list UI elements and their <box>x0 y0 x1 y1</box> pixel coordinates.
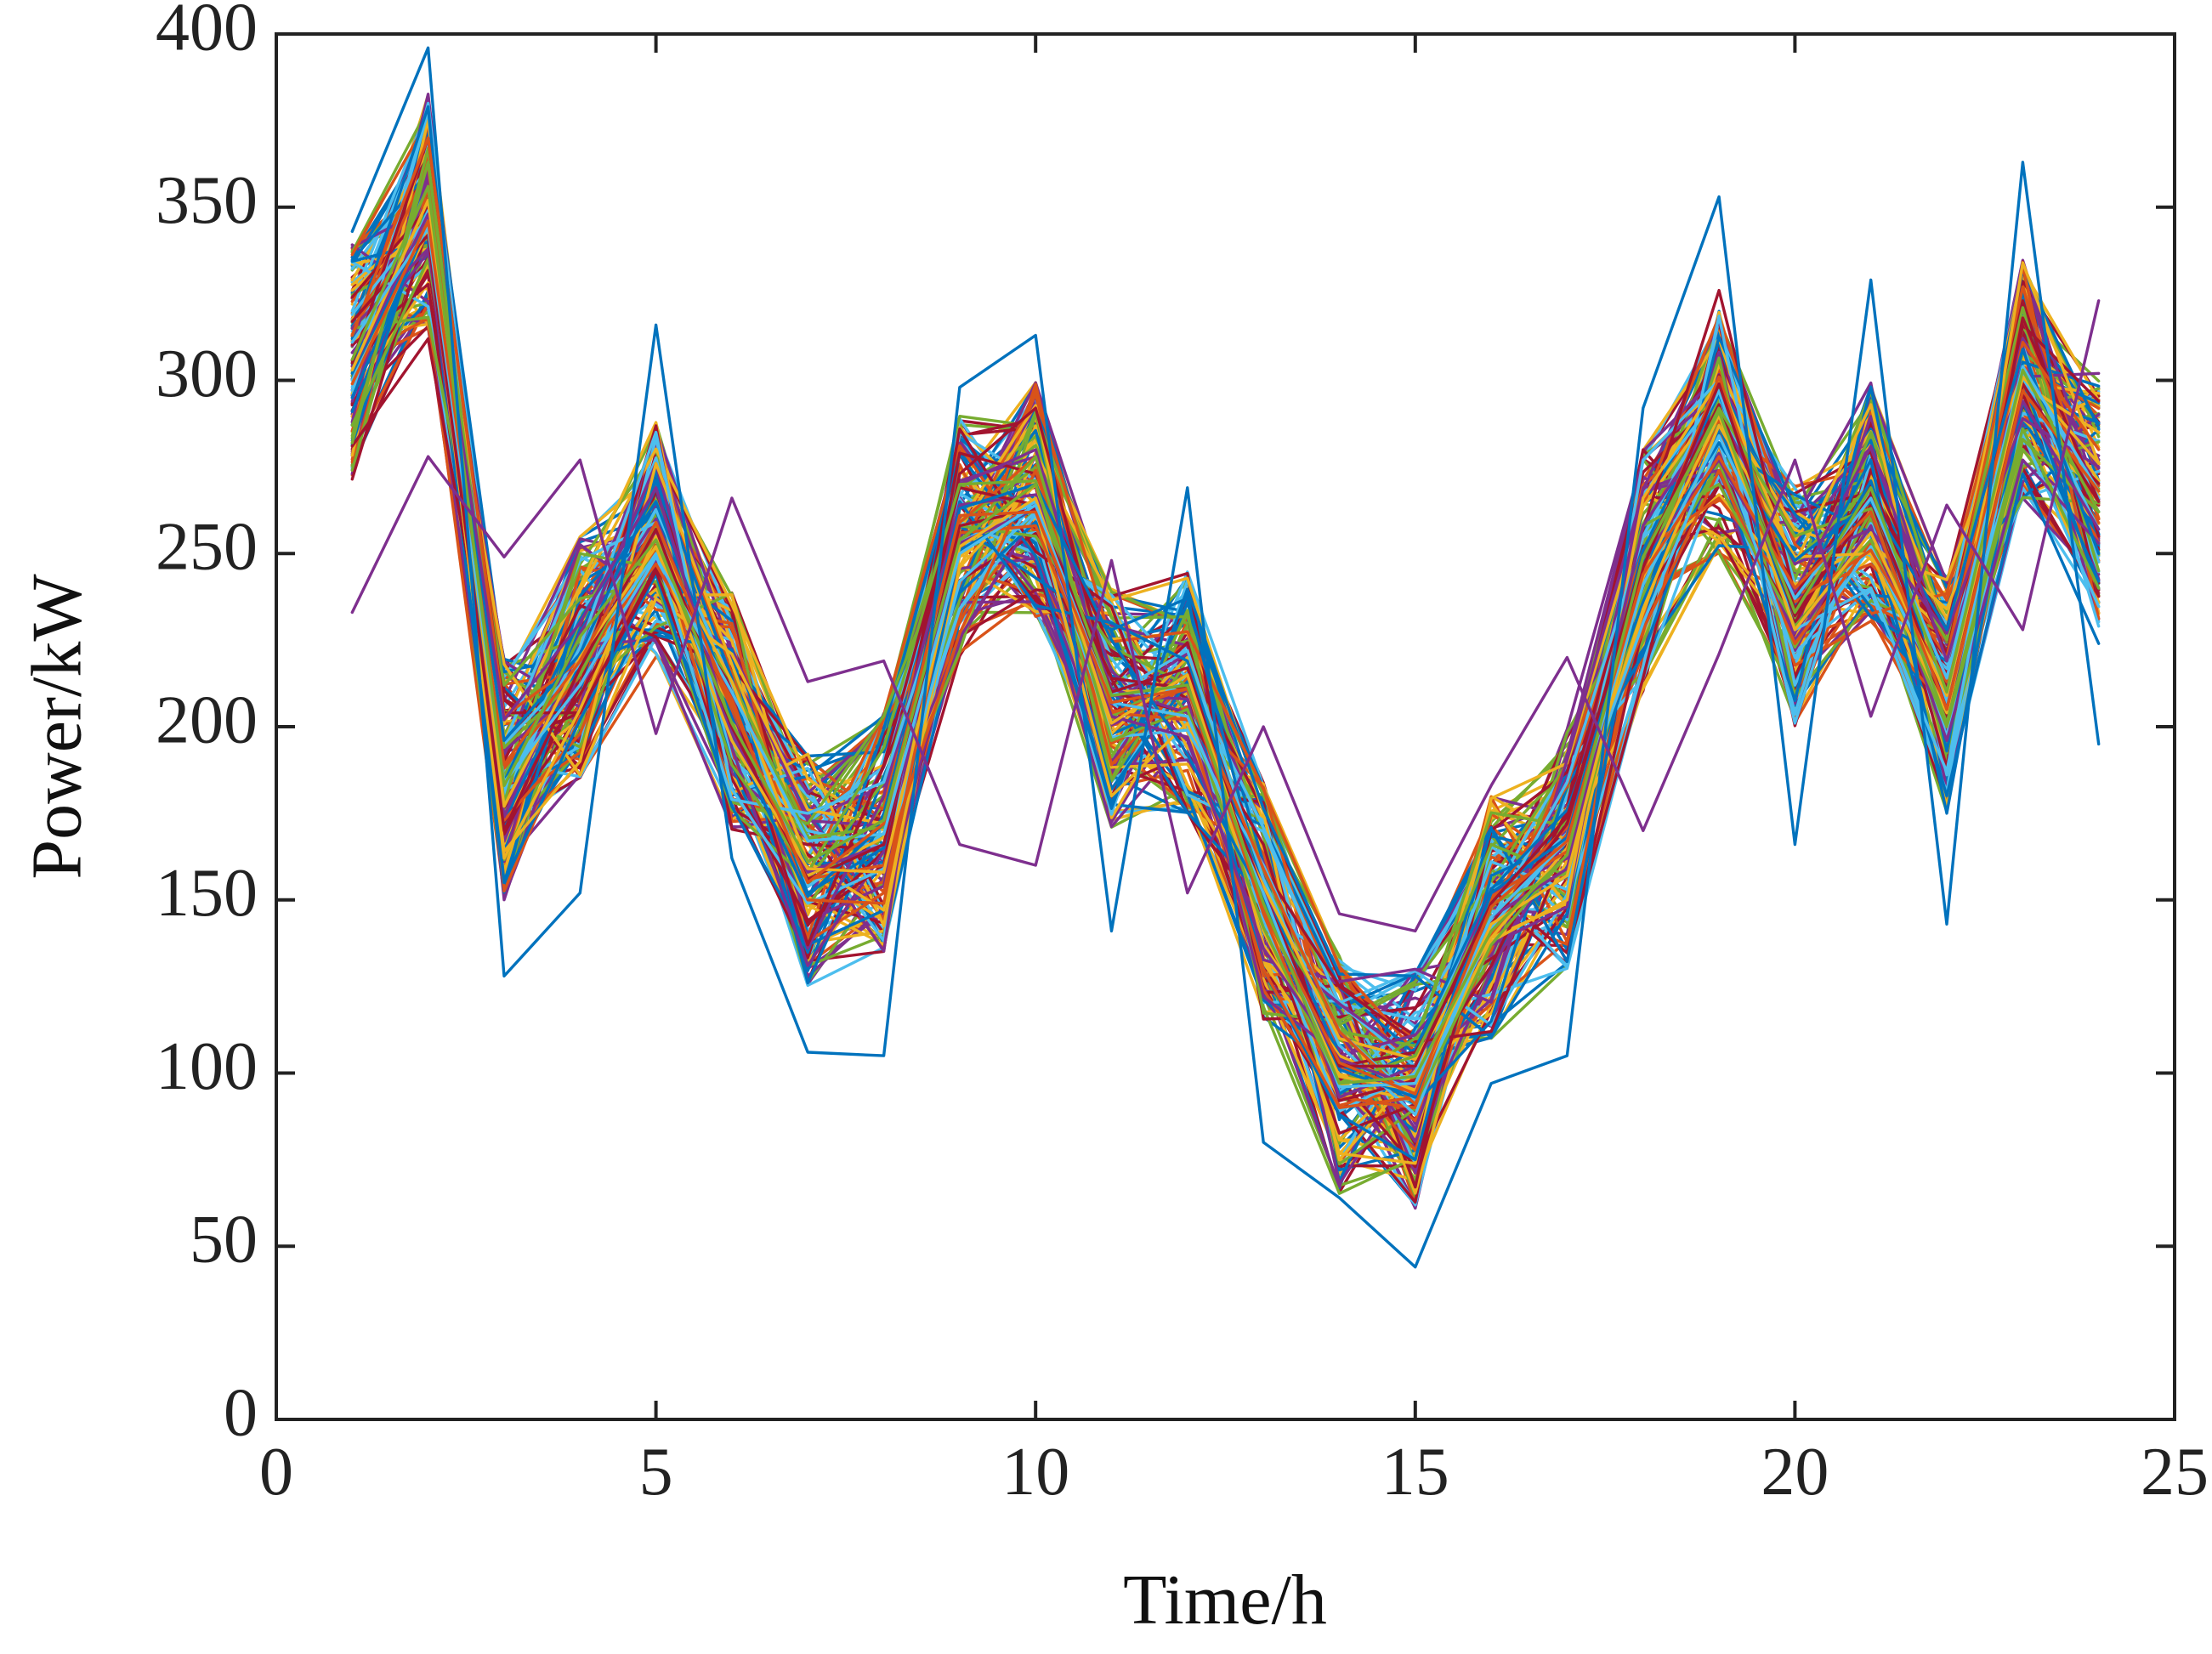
x-axis: 0 5 10 15 20 25 <box>259 34 2209 1510</box>
series-line <box>350 212 2101 1089</box>
x-tick-label: 10 <box>1001 1435 1069 1510</box>
series-line <box>350 170 2101 1207</box>
series-line <box>350 161 2101 1175</box>
series-line <box>350 136 2101 1068</box>
x-tick-label: 0 <box>259 1435 293 1510</box>
series-lines <box>350 46 2101 1269</box>
x-axis-label: Time/h <box>1123 1561 1327 1640</box>
series-line <box>350 109 2101 1068</box>
x-tick-label: 15 <box>1381 1435 1449 1510</box>
series-line <box>350 46 2101 1269</box>
y-tick-label: 50 <box>190 1203 258 1277</box>
x-tick-label: 20 <box>1761 1435 1829 1510</box>
y-axis: 0 50 100 150 200 250 300 350 400 <box>156 0 2175 1450</box>
y-axis-label: Power/kW <box>17 574 96 880</box>
y-tick-label: 400 <box>156 0 258 65</box>
series-line <box>350 204 2101 1097</box>
x-tick-label: 5 <box>639 1435 673 1510</box>
y-tick-label: 100 <box>156 1029 258 1104</box>
y-tick-label: 150 <box>156 856 258 931</box>
y-tick-label: 300 <box>156 337 258 411</box>
y-tick-label: 0 <box>224 1375 258 1450</box>
series-line <box>350 299 2101 933</box>
series-line <box>350 219 2101 1096</box>
x-tick-label: 25 <box>2141 1435 2209 1510</box>
series-line <box>350 234 2101 1146</box>
y-tick-label: 250 <box>156 510 258 585</box>
y-tick-label: 350 <box>156 163 258 238</box>
y-tick-label: 200 <box>156 683 258 757</box>
series-line <box>350 209 2101 1117</box>
series-line <box>350 184 2101 1085</box>
